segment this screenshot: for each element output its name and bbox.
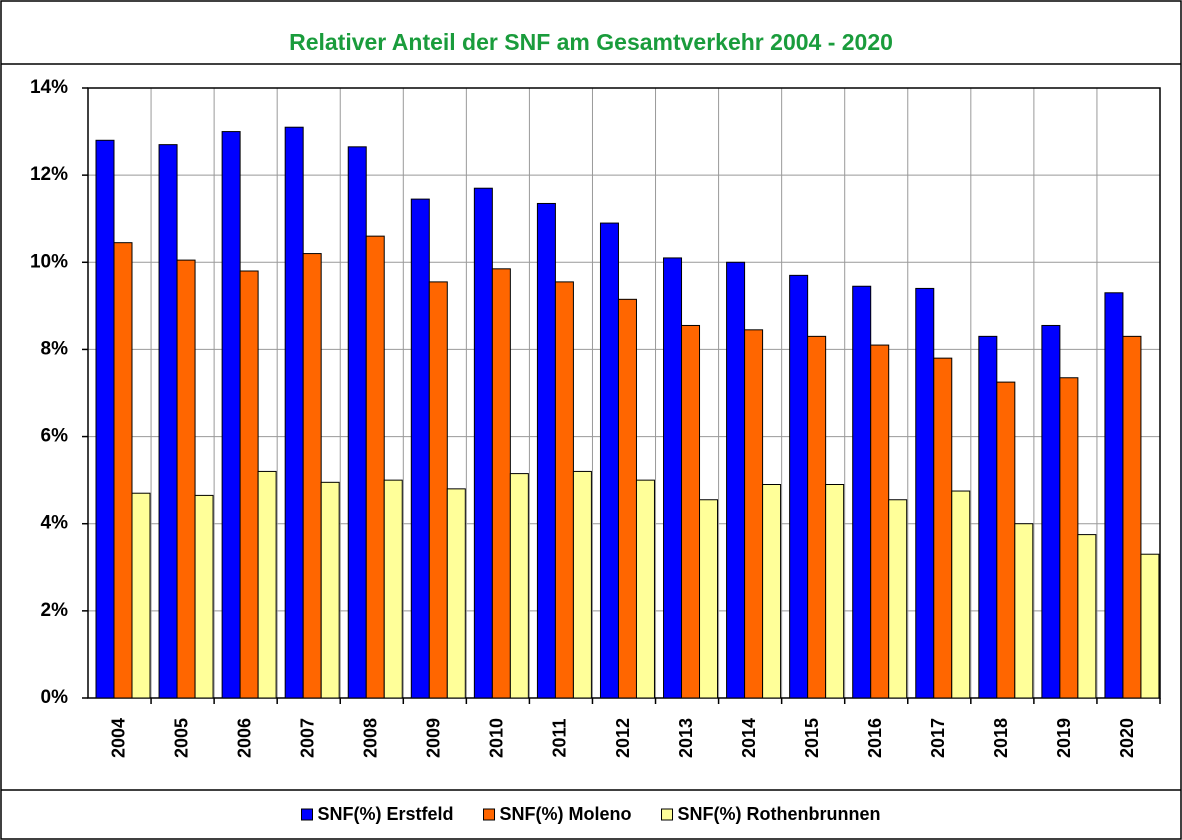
x-tick-label: 2009 xyxy=(424,718,444,758)
x-tick-label: 2016 xyxy=(865,718,885,758)
bar xyxy=(554,281,574,699)
bar xyxy=(446,488,466,699)
bar xyxy=(617,298,637,699)
x-tick-label: 2007 xyxy=(297,718,317,758)
y-tick-label: 12% xyxy=(30,164,68,185)
x-tick-label: 2014 xyxy=(739,718,759,758)
bar xyxy=(95,139,115,699)
bar xyxy=(509,473,529,699)
bar xyxy=(1014,523,1034,699)
x-tick-label: 2010 xyxy=(487,718,507,758)
y-tick-label: 4% xyxy=(41,513,69,534)
bar xyxy=(1140,553,1160,699)
bar xyxy=(257,470,277,699)
x-tick-label: 2020 xyxy=(1117,718,1137,758)
bar xyxy=(726,261,746,699)
x-tick-label: 2018 xyxy=(991,718,1011,758)
bar xyxy=(1059,377,1079,699)
bar xyxy=(194,494,214,699)
bar xyxy=(915,287,935,699)
legend-label: SNF(%) Moleno xyxy=(500,804,632,824)
bar xyxy=(383,479,403,699)
bar xyxy=(365,235,385,699)
bar xyxy=(473,187,493,699)
y-tick-label: 6% xyxy=(41,426,69,447)
bar xyxy=(158,144,178,699)
x-tick-label: 2005 xyxy=(171,718,191,758)
bar xyxy=(347,146,367,699)
x-tick-label: 2015 xyxy=(802,718,822,758)
bar xyxy=(113,242,133,699)
chart-title: Relativer Anteil der SNF am Gesamtverkeh… xyxy=(289,29,893,55)
y-tick-label: 8% xyxy=(41,338,69,359)
y-tick-label: 10% xyxy=(30,251,68,272)
bar xyxy=(1122,335,1142,699)
bar xyxy=(536,202,556,699)
bar xyxy=(789,274,809,699)
bar xyxy=(284,126,304,699)
legend-swatch xyxy=(661,808,674,821)
bar xyxy=(663,257,683,699)
bar xyxy=(491,268,511,699)
bar xyxy=(1077,534,1097,699)
bar xyxy=(239,270,259,699)
x-tick-label: 2012 xyxy=(613,718,633,758)
legend-swatch xyxy=(301,808,313,821)
x-tick-label: 2019 xyxy=(1054,718,1074,758)
bar xyxy=(852,285,872,699)
bar xyxy=(933,357,953,699)
x-tick-label: 2006 xyxy=(234,718,254,758)
y-tick-label: 0% xyxy=(41,687,69,708)
bar xyxy=(762,484,782,699)
legend-label: SNF(%) Rothenbrunnen xyxy=(678,804,881,824)
bar xyxy=(428,281,448,699)
x-tick-label: 2013 xyxy=(676,718,696,758)
bar xyxy=(599,222,619,699)
bar xyxy=(1041,324,1061,699)
x-tick-label: 2008 xyxy=(361,718,381,758)
bar xyxy=(635,479,655,699)
bar xyxy=(978,335,998,699)
x-tick-label: 2004 xyxy=(108,718,128,758)
y-tick-label: 2% xyxy=(41,600,69,621)
bar xyxy=(221,131,241,699)
y-tick-label: 14% xyxy=(30,77,68,98)
bar xyxy=(870,344,890,699)
bar xyxy=(825,484,845,699)
bar xyxy=(888,499,908,699)
x-tick-label: 2011 xyxy=(550,718,570,757)
bar xyxy=(410,198,430,699)
bar xyxy=(951,490,971,699)
bar xyxy=(320,481,340,699)
bar xyxy=(131,492,151,699)
bar xyxy=(681,324,701,699)
bar xyxy=(176,259,196,699)
bar xyxy=(572,470,592,699)
legend-swatch xyxy=(483,808,496,821)
bar xyxy=(302,253,322,699)
bar xyxy=(699,499,719,699)
bar xyxy=(807,335,827,699)
bar xyxy=(1104,292,1124,699)
legend-label: SNF(%) Erstfeld xyxy=(318,804,454,824)
bar xyxy=(996,381,1016,699)
bar xyxy=(744,329,764,699)
x-tick-label: 2017 xyxy=(928,718,948,758)
